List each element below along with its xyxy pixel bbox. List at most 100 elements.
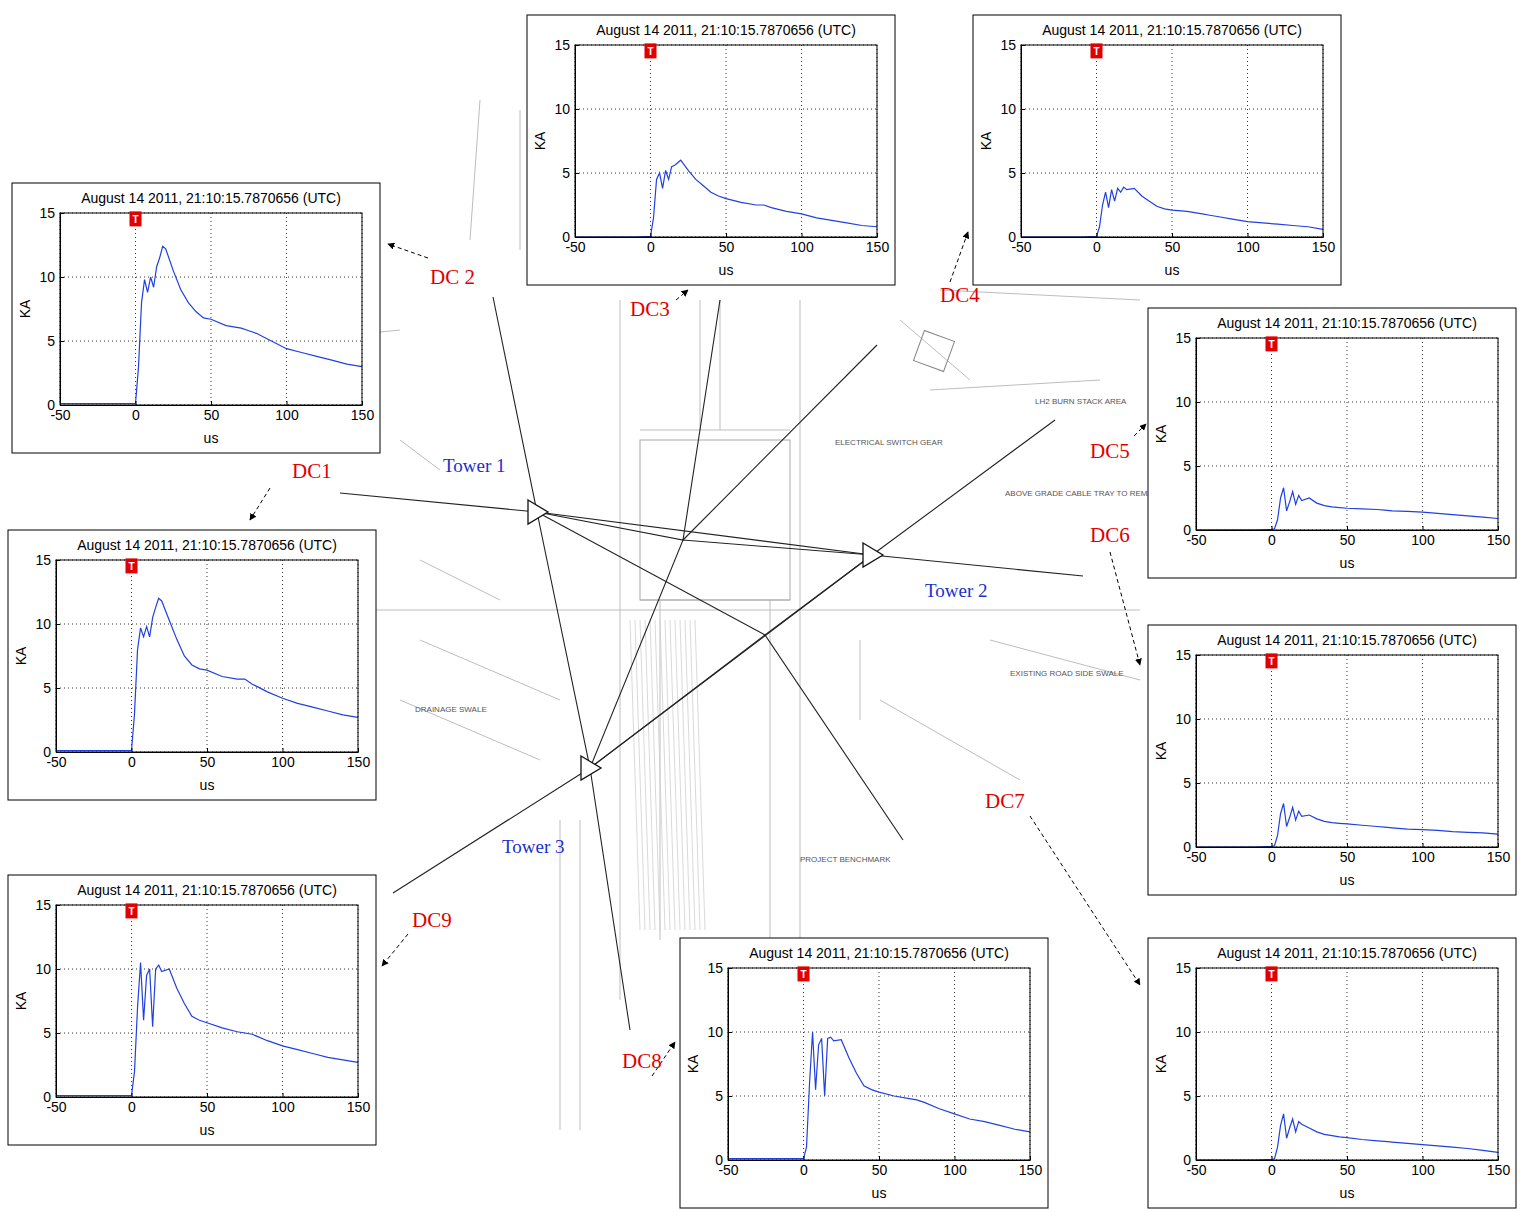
plot: -50050100150051015usKAT (13, 552, 370, 793)
plan-line (640, 430, 790, 431)
y-tick-mark (1196, 338, 1200, 339)
y-tick: 0 (43, 744, 60, 760)
x-tick: 100 (275, 401, 299, 423)
x-tick-mark (287, 401, 288, 405)
y-tick-label: 5 (43, 680, 51, 696)
x-axis: -50050100150 (1186, 1156, 1510, 1178)
x-tick: 150 (1487, 526, 1511, 548)
x-tick-label: 0 (647, 239, 655, 255)
grid (728, 968, 1030, 1160)
x-tick: 50 (200, 1093, 216, 1115)
y-tick-mark (1196, 968, 1200, 969)
plot-frame (60, 213, 362, 405)
y-tick-label: 5 (1183, 1088, 1191, 1104)
x-tick-label: 150 (351, 407, 375, 423)
x-tick-label: 0 (128, 754, 136, 770)
panel-frame (527, 15, 895, 285)
y-tick-label: 15 (39, 205, 55, 221)
y-tick-label: 5 (1183, 775, 1191, 791)
y-tick: 0 (47, 397, 64, 413)
grid-line-y (56, 1033, 358, 1034)
x-tick-label: 0 (128, 1099, 136, 1115)
x-tick-mark (136, 401, 137, 405)
y-tick: 15 (35, 897, 60, 913)
label-arrow (1134, 424, 1146, 436)
plan-line (900, 320, 970, 380)
x-tick-label: 150 (347, 1099, 371, 1115)
y-tick-label: 0 (1008, 229, 1016, 245)
wire (393, 420, 1055, 893)
grid (575, 45, 877, 237)
y-tick: 10 (554, 101, 579, 117)
x-axis-line (57, 1097, 359, 1098)
y-tick-label: 5 (43, 1025, 51, 1041)
x-tick: 150 (351, 401, 375, 423)
plan-line (400, 700, 540, 760)
trigger-label: T (1268, 969, 1274, 980)
plan-line (880, 700, 1020, 780)
grid-line-y (575, 173, 877, 174)
y-tick: 10 (35, 616, 60, 632)
wire (493, 297, 630, 1030)
x-tick-label: 50 (719, 239, 735, 255)
plan-hatch (635, 620, 645, 930)
x-tick-label: 0 (1093, 239, 1101, 255)
x-tick-label: 100 (1411, 849, 1435, 865)
x-axis: -50050100150 (565, 233, 889, 255)
wire (683, 345, 877, 540)
grid-line-y (1196, 1096, 1498, 1097)
y-tick-label: 5 (1008, 165, 1016, 181)
y-axis-title: KA (17, 299, 33, 318)
y-tick-mark (56, 1097, 60, 1098)
y-tick: 5 (562, 165, 579, 181)
grid-line-x (1422, 968, 1423, 1160)
panel-frame (8, 530, 376, 800)
y-axis-title: KA (1153, 1054, 1169, 1073)
y-tick-label: 15 (1000, 37, 1016, 53)
y-axis-title: KA (685, 1054, 701, 1073)
plan-line (400, 440, 440, 470)
y-tick: 0 (1183, 1152, 1200, 1168)
y-axis-line (575, 46, 576, 238)
current-waveform (60, 246, 362, 403)
grid-line-x (650, 45, 651, 237)
x-tick-label: 50 (1340, 532, 1356, 548)
panel-frame (8, 875, 376, 1145)
grid-line-y (60, 277, 362, 278)
trigger-label: T (128, 906, 134, 917)
panel-frame (12, 183, 380, 453)
grid-line-x (1096, 45, 1097, 237)
y-axis-line (1196, 969, 1197, 1161)
plan-hatch (675, 620, 685, 930)
plan-line (990, 640, 1140, 680)
y-tick-mark (1021, 237, 1025, 238)
y-tick: 5 (43, 1025, 60, 1041)
y-tick-label: 5 (715, 1088, 723, 1104)
current-waveform (1196, 488, 1498, 530)
grid-line-y (56, 624, 358, 625)
tower-symbol (581, 756, 601, 780)
x-tick-mark (1248, 233, 1249, 237)
grid-line-y (1196, 1032, 1498, 1033)
y-tick: 5 (1183, 458, 1200, 474)
panel: August 14 2011, 21:10:15.7870656 (UTC)-5… (680, 938, 1048, 1208)
chart-title: August 14 2011, 21:10:15.7870656 (UTC) (77, 882, 337, 898)
plot: -50050100150051015usKAT (1153, 647, 1510, 888)
panel: August 14 2011, 21:10:15.7870656 (UTC)-5… (1148, 938, 1516, 1208)
y-tick-label: 10 (1175, 711, 1191, 727)
x-tick-label: 50 (872, 1162, 888, 1178)
y-tick-label: 0 (47, 397, 55, 413)
y-tick-mark (1196, 402, 1200, 403)
plan-hatch (660, 620, 670, 930)
y-axis-title: KA (978, 131, 994, 150)
x-tick-label: 150 (1487, 1162, 1511, 1178)
plan-line (560, 820, 561, 1130)
y-axis-line (728, 969, 729, 1161)
x-tick-mark (1498, 1156, 1499, 1160)
x-tick: 150 (1312, 233, 1336, 255)
y-axis-line (56, 561, 57, 753)
panel: August 14 2011, 21:10:15.7870656 (UTC)-5… (8, 530, 376, 800)
x-axis-line (61, 405, 363, 406)
y-tick-label: 15 (35, 897, 51, 913)
y-tick: 10 (707, 1024, 732, 1040)
